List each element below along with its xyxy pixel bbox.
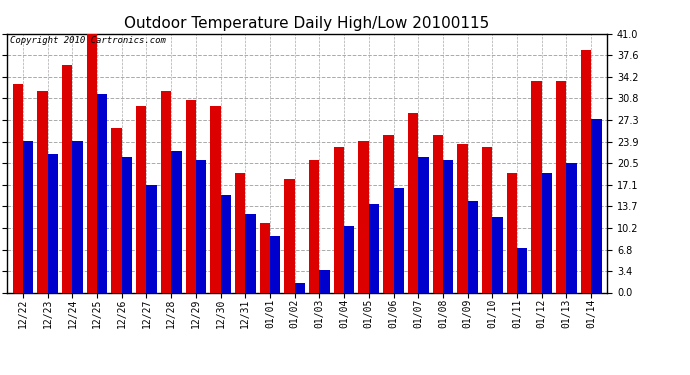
Bar bbox=[111, 128, 121, 292]
Bar bbox=[37, 90, 48, 292]
Bar bbox=[506, 172, 517, 292]
Bar bbox=[556, 81, 566, 292]
Bar bbox=[433, 135, 443, 292]
Bar bbox=[62, 65, 72, 292]
Bar bbox=[383, 135, 393, 292]
Bar bbox=[581, 50, 591, 292]
Bar bbox=[344, 226, 355, 292]
Bar bbox=[186, 100, 196, 292]
Bar bbox=[245, 214, 256, 292]
Bar bbox=[270, 236, 280, 292]
Bar bbox=[309, 160, 319, 292]
Bar bbox=[542, 172, 552, 292]
Bar bbox=[171, 150, 181, 292]
Bar bbox=[457, 144, 468, 292]
Bar bbox=[235, 172, 245, 292]
Bar bbox=[259, 223, 270, 292]
Bar bbox=[295, 283, 305, 292]
Bar bbox=[591, 119, 602, 292]
Bar bbox=[72, 141, 83, 292]
Bar bbox=[87, 34, 97, 292]
Bar bbox=[531, 81, 542, 292]
Bar bbox=[482, 147, 493, 292]
Bar bbox=[334, 147, 344, 292]
Bar bbox=[369, 204, 380, 292]
Title: Outdoor Temperature Daily High/Low 20100115: Outdoor Temperature Daily High/Low 20100… bbox=[124, 16, 490, 31]
Bar bbox=[136, 106, 146, 292]
Bar bbox=[493, 217, 503, 292]
Bar bbox=[210, 106, 221, 292]
Bar bbox=[12, 84, 23, 292]
Bar bbox=[97, 94, 108, 292]
Bar bbox=[23, 141, 33, 292]
Bar bbox=[566, 163, 577, 292]
Bar bbox=[408, 112, 418, 292]
Bar bbox=[418, 157, 428, 292]
Bar bbox=[468, 201, 478, 292]
Bar bbox=[146, 185, 157, 292]
Text: Copyright 2010 Cartronics.com: Copyright 2010 Cartronics.com bbox=[10, 36, 166, 45]
Bar bbox=[121, 157, 132, 292]
Bar bbox=[443, 160, 453, 292]
Bar bbox=[221, 195, 231, 292]
Bar bbox=[358, 141, 369, 292]
Bar bbox=[161, 90, 171, 292]
Bar bbox=[319, 270, 330, 292]
Bar bbox=[393, 188, 404, 292]
Bar bbox=[284, 179, 295, 292]
Bar bbox=[48, 154, 58, 292]
Bar bbox=[517, 248, 527, 292]
Bar bbox=[196, 160, 206, 292]
